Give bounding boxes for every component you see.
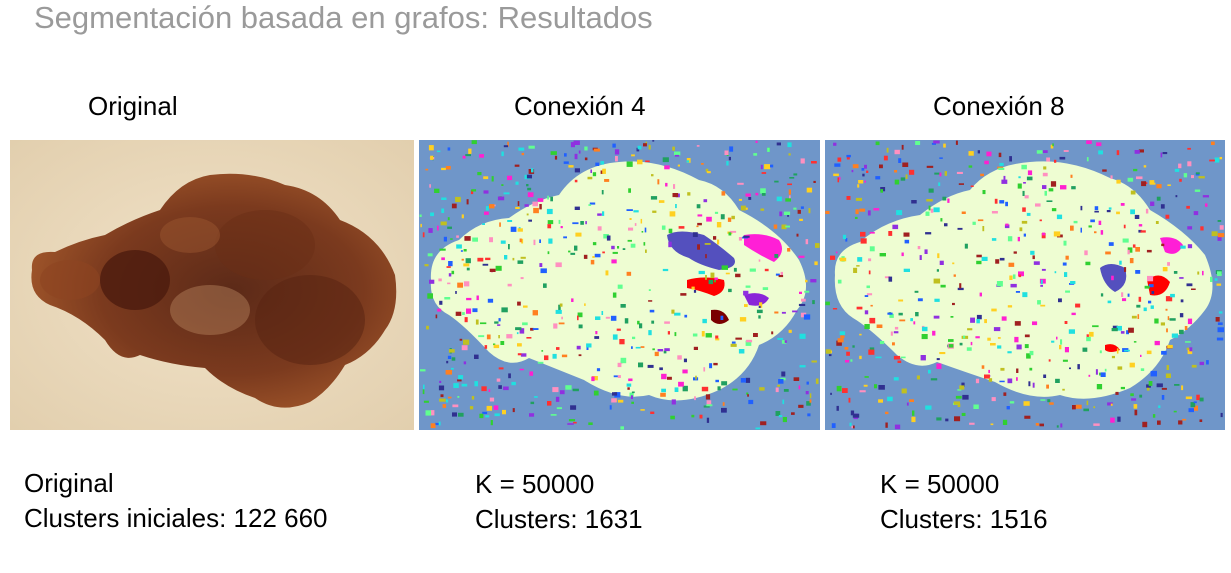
caption-conexion-4-line1: K = 50000 <box>475 469 595 499</box>
original-lesion-image <box>10 140 414 430</box>
caption-conexion-8-line2: Clusters: 1516 <box>880 504 1048 534</box>
heading-conexion-4: Conexión 4 <box>514 91 646 121</box>
caption-original-line1: Original <box>24 468 114 498</box>
heading-original: Original <box>88 91 178 121</box>
slide-title: Segmentación basada en grafos: Resultado… <box>34 0 653 35</box>
segmentation-conexion-4-image <box>419 140 820 430</box>
segmentation-conexion-8-image <box>825 140 1225 430</box>
caption-original-line2: Clusters iniciales: 122 660 <box>24 503 328 533</box>
caption-conexion-8: K = 50000 Clusters: 1516 <box>880 467 1048 537</box>
caption-conexion-4: K = 50000 Clusters: 1631 <box>475 467 643 537</box>
caption-conexion-8-line1: K = 50000 <box>880 469 1000 499</box>
heading-conexion-8: Conexión 8 <box>933 91 1065 121</box>
caption-conexion-4-line2: Clusters: 1631 <box>475 504 643 534</box>
caption-original: Original Clusters iniciales: 122 660 <box>24 466 328 536</box>
